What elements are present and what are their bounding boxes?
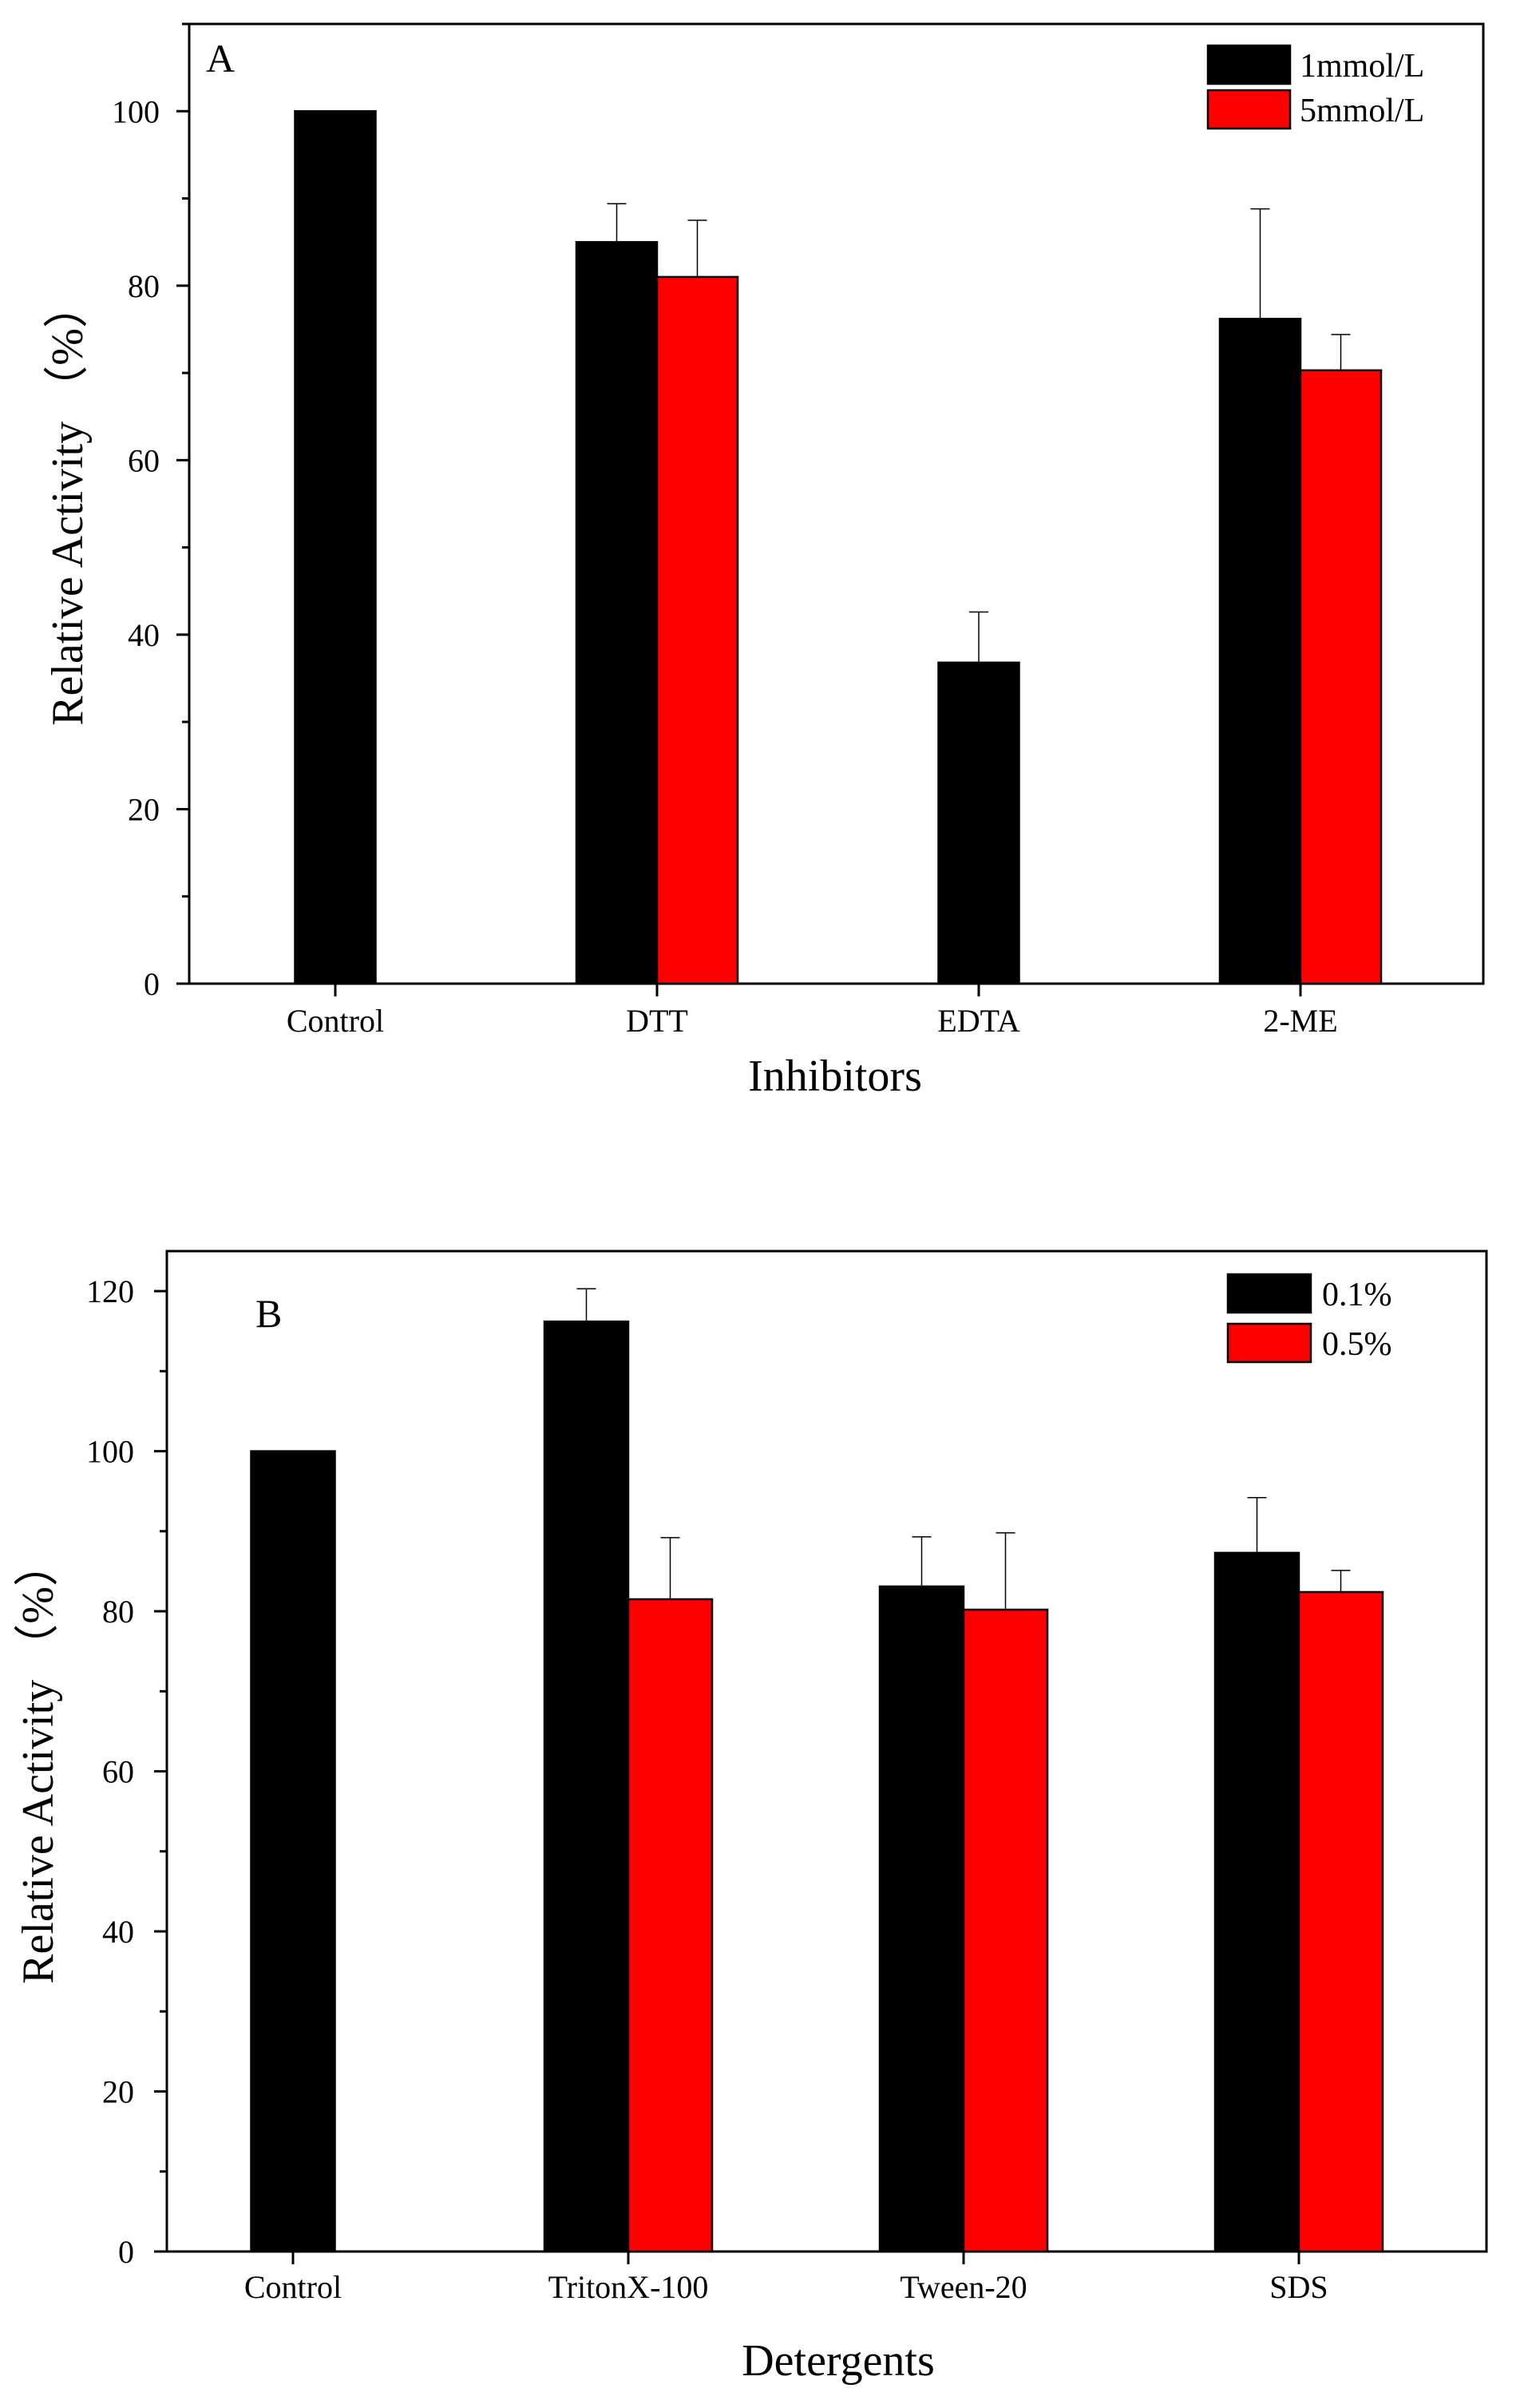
panel-b-y-tick-label-80: 80 bbox=[102, 1594, 134, 1630]
panel-a-bar-2-me-1mmol-l bbox=[1218, 318, 1302, 985]
panel-a-x-tick-label-dtt: DTT bbox=[626, 1003, 688, 1039]
panel-b-x-axis-label: Detergents bbox=[742, 2336, 935, 2386]
panel-a-y-tick-label-0: 0 bbox=[144, 966, 160, 1002]
panel-b-legend-swatch-0-5 bbox=[1226, 1322, 1312, 1364]
panel-b-x-tick-label-tween-20: Tween-20 bbox=[900, 2269, 1027, 2305]
panel-a-y-axis-label: Relative Activity （%） bbox=[43, 283, 93, 726]
panel-a-chart: 0 20 40 60 80 100 Control DTT EDTA 2-ME A 1mmol/L 5m… bbox=[43, 22, 1485, 1101]
panel-a-y-tick-label-20: 20 bbox=[128, 791, 160, 827]
panel-b-chart: 0 20 40 60 80 100 120 Control TritonX-100 Tween-2… bbox=[14, 1250, 1488, 2386]
panel-a-y-tick-label-80: 80 bbox=[128, 268, 160, 304]
panel-a-x-axis-label: Inhibitors bbox=[748, 1052, 922, 1101]
panel-b-bar-sds-0-1 bbox=[1213, 1551, 1300, 2253]
panel-a-legend-swatch-1mmol-l bbox=[1206, 44, 1292, 85]
panel-b-x-tick-label-tritonx-100: TritonX-100 bbox=[548, 2269, 709, 2305]
panel-a-bar-control-1mmol-l bbox=[294, 110, 377, 985]
panel-b-bar-control-0-1 bbox=[250, 1450, 336, 2253]
panel-b-y-tick-label-100: 100 bbox=[86, 1434, 134, 1470]
panel-a-bar-edta-1mmol-l bbox=[937, 661, 1020, 985]
panel-b-y-tick-label-0: 0 bbox=[118, 2234, 134, 2270]
panel-b-y-tick-label-60: 60 bbox=[102, 1754, 134, 1790]
panel-a-y-tick-label-100: 100 bbox=[112, 93, 160, 129]
panel-b-y-tick-label-20: 20 bbox=[102, 2074, 134, 2110]
panel-a-bar-2-me-5mmol-l bbox=[1299, 369, 1383, 985]
panel-a-x-tick-label-edta: EDTA bbox=[937, 1003, 1020, 1039]
panel-b-legend-label-0-5: 0.5% bbox=[1322, 1326, 1392, 1363]
panel-b-bar-tritonx-100-0-1 bbox=[543, 1320, 630, 2253]
panel-b-bar-tween-20-0-1 bbox=[878, 1585, 965, 2253]
panel-a-x-tick-label-control: Control bbox=[287, 1003, 384, 1039]
panel-a-panel-letter: A bbox=[206, 36, 235, 81]
panel-b-legend-label-0-1: 0.1% bbox=[1322, 1277, 1392, 1313]
panel-a-legend-swatch-5mmol-l bbox=[1206, 89, 1292, 130]
panel-a-y-tick-label-40: 40 bbox=[128, 617, 160, 653]
panel-b-y-tick-label-40: 40 bbox=[102, 1914, 134, 1950]
panel-b-x-tick-label-control: Control bbox=[244, 2269, 342, 2305]
panel-b-bar-tritonx-100-0-5 bbox=[627, 1598, 714, 2253]
panel-b-plot-frame bbox=[165, 1250, 1488, 2253]
panel-b-bar-tween-20-0-5 bbox=[962, 1608, 1049, 2253]
panel-a-bar-dtt-1mmol-l bbox=[575, 240, 659, 985]
panel-a-legend-label-1mmol-l: 1mmol/L bbox=[1300, 48, 1424, 85]
panel-b-y-axis-label: Relative Activity （%） bbox=[14, 1542, 63, 1984]
panel-a-y-tick-label-60: 60 bbox=[128, 442, 160, 478]
panel-b-bar-sds-0-5 bbox=[1297, 1590, 1384, 2253]
panel-a-bar-dtt-5mmol-l bbox=[655, 275, 739, 985]
panel-b-panel-letter: B bbox=[255, 1291, 282, 1336]
panel-b-y-tick-label-120: 120 bbox=[86, 1273, 134, 1309]
panel-b-legend-swatch-0-1 bbox=[1226, 1273, 1312, 1314]
panel-a-x-tick-label-2-me: 2-ME bbox=[1263, 1003, 1337, 1039]
panel-b-x-tick-label-sds: SDS bbox=[1269, 2269, 1328, 2305]
panel-a-legend-label-5mmol-l: 5mmol/L bbox=[1300, 93, 1424, 129]
panel-a-plot-frame bbox=[188, 22, 1485, 985]
